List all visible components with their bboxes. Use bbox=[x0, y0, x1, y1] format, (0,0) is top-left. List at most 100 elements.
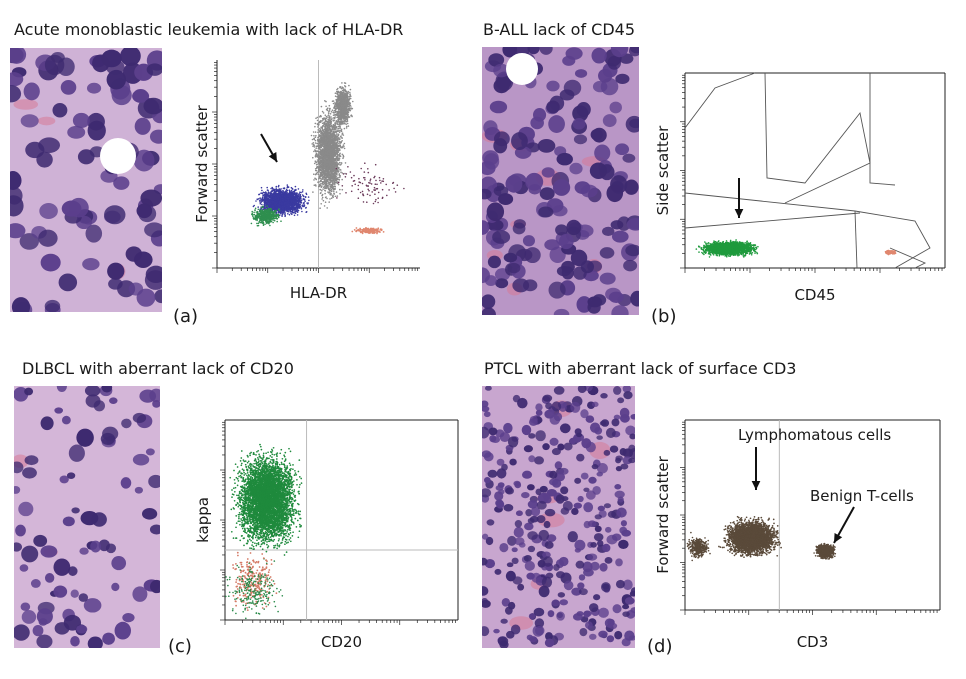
cell-nucleus bbox=[149, 129, 162, 144]
data-point bbox=[336, 159, 339, 162]
cell-nucleus bbox=[629, 433, 635, 440]
cell-nucleus bbox=[555, 494, 565, 504]
data-point bbox=[303, 204, 306, 206]
data-point bbox=[321, 143, 323, 145]
cell-nucleus bbox=[583, 487, 590, 493]
cell-nucleus bbox=[120, 48, 141, 67]
data-point bbox=[339, 118, 342, 120]
cell-nucleus bbox=[592, 80, 608, 93]
data-point bbox=[329, 187, 331, 189]
data-point bbox=[340, 128, 343, 131]
data-point bbox=[325, 100, 327, 103]
data-point bbox=[346, 113, 348, 116]
data-point bbox=[343, 89, 345, 92]
data-point bbox=[329, 185, 331, 188]
cell-nucleus bbox=[560, 486, 569, 495]
data-point bbox=[312, 142, 315, 144]
data-point bbox=[330, 130, 333, 133]
cell-nucleus bbox=[606, 635, 615, 643]
data-point bbox=[339, 104, 342, 106]
cell-nucleus bbox=[482, 426, 490, 439]
cell-nucleus bbox=[602, 583, 610, 590]
cell-nucleus bbox=[576, 432, 583, 438]
cell-nucleus bbox=[571, 587, 582, 596]
data-point bbox=[324, 155, 326, 158]
cell-nucleus bbox=[10, 195, 24, 217]
cell-nucleus bbox=[536, 515, 546, 524]
cell-nucleus bbox=[505, 487, 514, 495]
cell-nucleus bbox=[594, 525, 602, 533]
cell-nucleus bbox=[24, 387, 34, 396]
cell-nucleus bbox=[548, 281, 566, 299]
data-point bbox=[337, 183, 340, 186]
data-point bbox=[318, 183, 321, 186]
cell-nucleus bbox=[539, 485, 548, 493]
data-point bbox=[324, 133, 327, 135]
data-point bbox=[334, 92, 337, 94]
cell-nucleus bbox=[624, 179, 639, 195]
cell-nucleus bbox=[584, 621, 593, 629]
data-point bbox=[325, 108, 328, 111]
cell-nucleus bbox=[617, 397, 625, 404]
data-point bbox=[326, 173, 329, 176]
data-point bbox=[325, 196, 327, 198]
histology-image-a bbox=[10, 48, 162, 312]
data-point bbox=[297, 188, 300, 190]
cell-nucleus bbox=[101, 386, 113, 393]
data-point bbox=[329, 147, 331, 150]
cell-nucleus bbox=[105, 543, 117, 554]
cell-nucleus bbox=[615, 466, 623, 472]
data-point bbox=[330, 136, 332, 138]
cell-nucleus bbox=[584, 386, 593, 392]
cell-nucleus bbox=[577, 495, 584, 503]
data-point bbox=[330, 145, 332, 147]
data-point bbox=[317, 126, 319, 128]
data-point bbox=[332, 177, 335, 180]
data-point bbox=[329, 174, 332, 176]
cell-nucleus bbox=[482, 307, 496, 315]
data-point bbox=[314, 136, 317, 139]
data-point bbox=[329, 179, 331, 182]
cell-nucleus bbox=[106, 69, 127, 90]
cell-nucleus bbox=[599, 247, 615, 259]
cell-nucleus bbox=[496, 73, 512, 90]
series-gray bbox=[310, 100, 347, 209]
data-point bbox=[318, 131, 321, 133]
cell-nucleus bbox=[576, 102, 591, 118]
data-point bbox=[337, 145, 340, 148]
cell-nucleus bbox=[599, 272, 616, 285]
cell-nucleus bbox=[40, 545, 58, 558]
cell-nucleus bbox=[538, 529, 550, 541]
data-point bbox=[325, 170, 328, 173]
data-point bbox=[334, 171, 336, 174]
data-point bbox=[324, 169, 326, 171]
data-point bbox=[320, 149, 322, 151]
data-point bbox=[348, 105, 350, 108]
cell-nucleus bbox=[146, 63, 162, 76]
data-point bbox=[328, 120, 331, 122]
data-point bbox=[330, 128, 332, 131]
cell-nucleus bbox=[529, 418, 538, 426]
cell-nucleus bbox=[614, 484, 622, 490]
cell-nucleus bbox=[604, 557, 613, 564]
data-point bbox=[335, 191, 338, 193]
data-point bbox=[348, 84, 350, 87]
cell-nucleus bbox=[598, 607, 609, 618]
data-point bbox=[313, 173, 315, 175]
cell-nucleus bbox=[67, 125, 86, 139]
data-point bbox=[326, 197, 328, 200]
data-point bbox=[325, 179, 328, 181]
data-point bbox=[316, 156, 319, 158]
cell-nucleus bbox=[590, 542, 597, 548]
cell-nucleus bbox=[70, 635, 80, 647]
data-point bbox=[315, 153, 317, 156]
data-point bbox=[330, 194, 332, 196]
cell-nucleus bbox=[622, 604, 630, 610]
data-point bbox=[334, 178, 336, 180]
cell-nucleus bbox=[580, 260, 595, 274]
data-point bbox=[328, 131, 331, 133]
cell-nucleus bbox=[557, 592, 566, 598]
cell-nucleus bbox=[589, 603, 599, 613]
data-point bbox=[319, 169, 322, 171]
cell-nucleus bbox=[133, 251, 153, 268]
